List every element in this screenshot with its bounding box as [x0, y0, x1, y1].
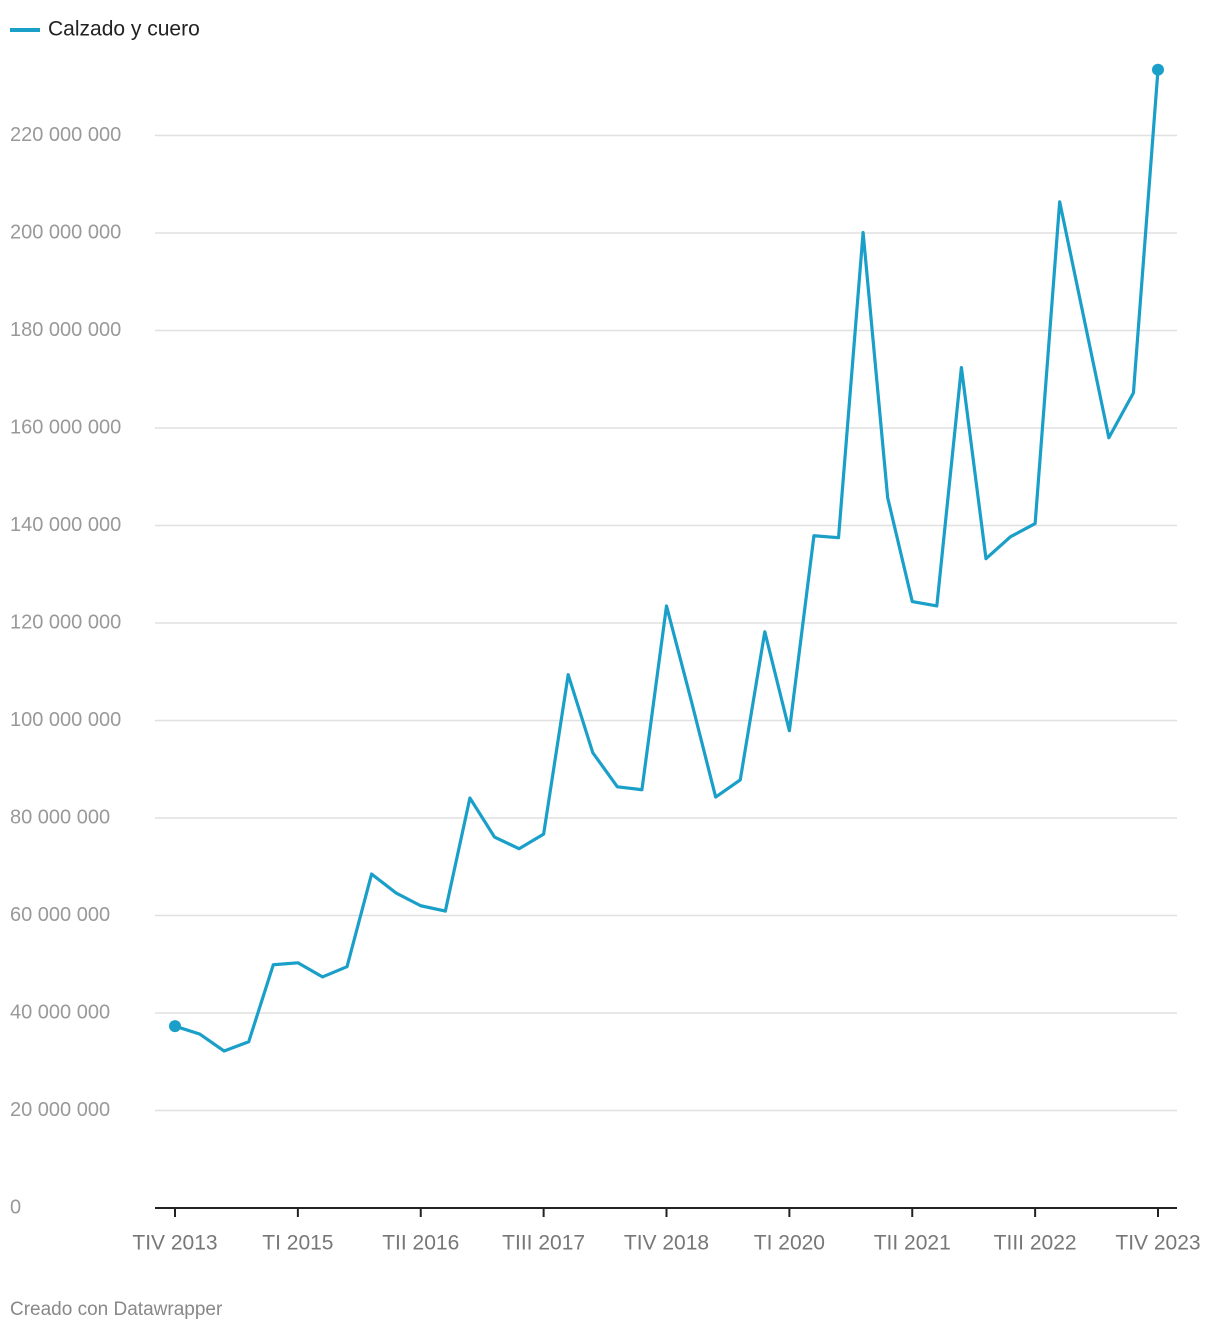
y-tick-label: 80 000 000 [10, 806, 110, 828]
x-tick-label: TIV 2023 [1115, 1232, 1200, 1255]
y-tick-label: 100 000 000 [10, 709, 121, 731]
x-tick-label: TIV 2018 [624, 1232, 709, 1255]
y-tick-label: 160 000 000 [10, 416, 121, 438]
end-point [169, 1020, 181, 1033]
y-tick-label: 0 [10, 1196, 21, 1218]
legend-label: Calzado y cuero [48, 18, 200, 41]
x-tick-label: TII 2016 [382, 1232, 459, 1255]
y-tick-label: 220 000 000 [10, 124, 121, 146]
x-tick-label: TIII 2022 [994, 1232, 1077, 1255]
x-tick-label: TIII 2017 [502, 1232, 585, 1255]
credit: Creado con Datawrapper [10, 1299, 223, 1320]
y-tick-label: 40 000 000 [10, 1001, 110, 1023]
y-tick-label: 140 000 000 [10, 514, 121, 536]
y-tick-label: 20 000 000 [10, 1099, 110, 1121]
y-tick-label: 120 000 000 [10, 611, 121, 633]
y-tick-label: 180 000 000 [10, 319, 121, 341]
end-point [1152, 63, 1164, 76]
x-tick-label: TII 2021 [874, 1232, 951, 1255]
line [174, 69, 1160, 1053]
x-tick-label: TI 2020 [754, 1232, 825, 1255]
x-tick-label: TI 2015 [262, 1232, 333, 1255]
y-tick-label: 60 000 000 [10, 904, 110, 926]
x-tick-label: TIV 2013 [132, 1232, 217, 1255]
y-tick-label: 200 000 000 [10, 221, 121, 243]
